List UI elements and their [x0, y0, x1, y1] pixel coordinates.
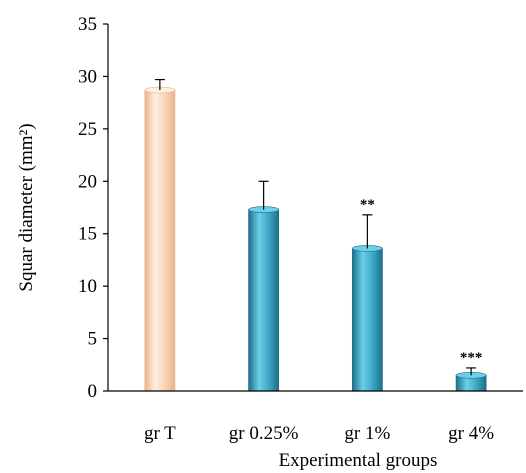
bars-layer: [144, 86, 487, 392]
significance-labels: *****: [360, 197, 483, 366]
y-axis-title: Squar diameter (mm²): [16, 123, 37, 291]
y-tick-label: 10: [78, 276, 97, 297]
y-tick-label: 30: [78, 66, 97, 87]
error-bars-layer: [154, 78, 477, 376]
y-tick-label: 15: [78, 224, 97, 245]
x-category-label-4: gr 4%: [448, 423, 494, 444]
y-ticks-layer: 0 5 10 15 20 25 30 35: [78, 14, 108, 402]
x-category-label-2: gr 0.25%: [229, 423, 299, 444]
significance-label-3: **: [360, 197, 375, 213]
bar-1: [144, 89, 176, 392]
y-tick-label: 25: [78, 119, 97, 140]
bar-2: [248, 209, 280, 392]
y-tick-label: 5: [88, 329, 98, 350]
x-category-label-1: gr T: [144, 423, 176, 444]
y-tick-label: 0: [88, 381, 98, 402]
x-axis-title: Experimental groups: [279, 450, 438, 471]
significance-label-4: ***: [460, 350, 483, 366]
y-tick-label: 20: [78, 171, 97, 192]
x-category-label-3: gr 1%: [344, 423, 390, 444]
y-tick-label: 35: [78, 14, 97, 35]
x-category-labels: gr T gr 0.25% gr 1% gr 4%: [144, 423, 494, 444]
bar-3: [351, 247, 383, 392]
